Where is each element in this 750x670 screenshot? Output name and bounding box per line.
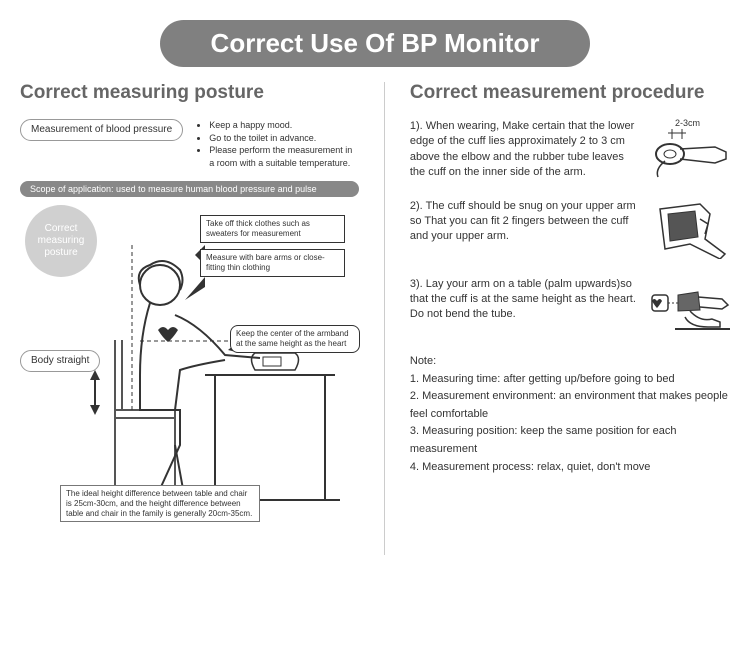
step-1-text: 1). When wearing, Make certain that the …: [410, 119, 640, 181]
step-3-text: 3). Lay your arm on a table (palm upward…: [410, 277, 640, 337]
column-divider: [384, 82, 385, 555]
right-column: Correct measurement procedure 1). When w…: [410, 82, 730, 555]
callout-armband-height: Keep the center of the armband at the sa…: [230, 325, 360, 352]
callout-bare-arms: Measure with bare arms or close-fitting …: [200, 249, 345, 276]
intro-row: Measurement of blood pressure Keep a hap…: [20, 119, 359, 169]
content-columns: Correct measuring posture Measurement of…: [0, 82, 750, 555]
note-3: 3. Measuring position: keep the same pos…: [410, 423, 730, 458]
posture-illustration: [80, 245, 340, 525]
callout-height-diff: The ideal height difference between tabl…: [60, 485, 260, 522]
step-2: 2). The cuff should be snug on your uppe…: [410, 199, 730, 259]
step-1-dimension: 2-3cm: [675, 117, 700, 130]
step-2-illustration: [650, 199, 730, 259]
measurement-pill: Measurement of blood pressure: [20, 119, 183, 141]
bullet-item: Please perform the measurement in a room…: [209, 144, 359, 169]
right-heading: Correct measurement procedure: [410, 82, 730, 104]
step-3: 3). Lay your arm on a table (palm upward…: [410, 277, 730, 337]
scope-bar: Scope of application: used to measure hu…: [20, 181, 359, 197]
note-1: 1. Measuring time: after getting up/befo…: [410, 371, 730, 389]
bullet-item: Go to the toilet in advance.: [209, 132, 359, 145]
note-heading: Note:: [410, 355, 730, 367]
step-2-text: 2). The cuff should be snug on your uppe…: [410, 199, 640, 259]
bullet-item: Keep a happy mood.: [209, 119, 359, 132]
step-3-illustration: [650, 277, 730, 337]
note-2: 2. Measurement environment: an environme…: [410, 388, 730, 423]
intro-bullets: Keep a happy mood. Go to the toilet in a…: [195, 119, 359, 169]
callout-clothes: Take off thick clothes such as sweaters …: [200, 215, 345, 242]
step-1: 1). When wearing, Make certain that the …: [410, 119, 730, 181]
left-column: Correct measuring posture Measurement of…: [20, 82, 359, 555]
posture-diagram-area: Correct measuring posture Body straight: [20, 205, 359, 555]
step-1-illustration: 2-3cm: [650, 119, 730, 179]
main-title: Correct Use Of BP Monitor: [160, 20, 590, 67]
note-4: 4. Measurement process: relax, quiet, do…: [410, 459, 730, 477]
left-heading: Correct measuring posture: [20, 82, 359, 104]
